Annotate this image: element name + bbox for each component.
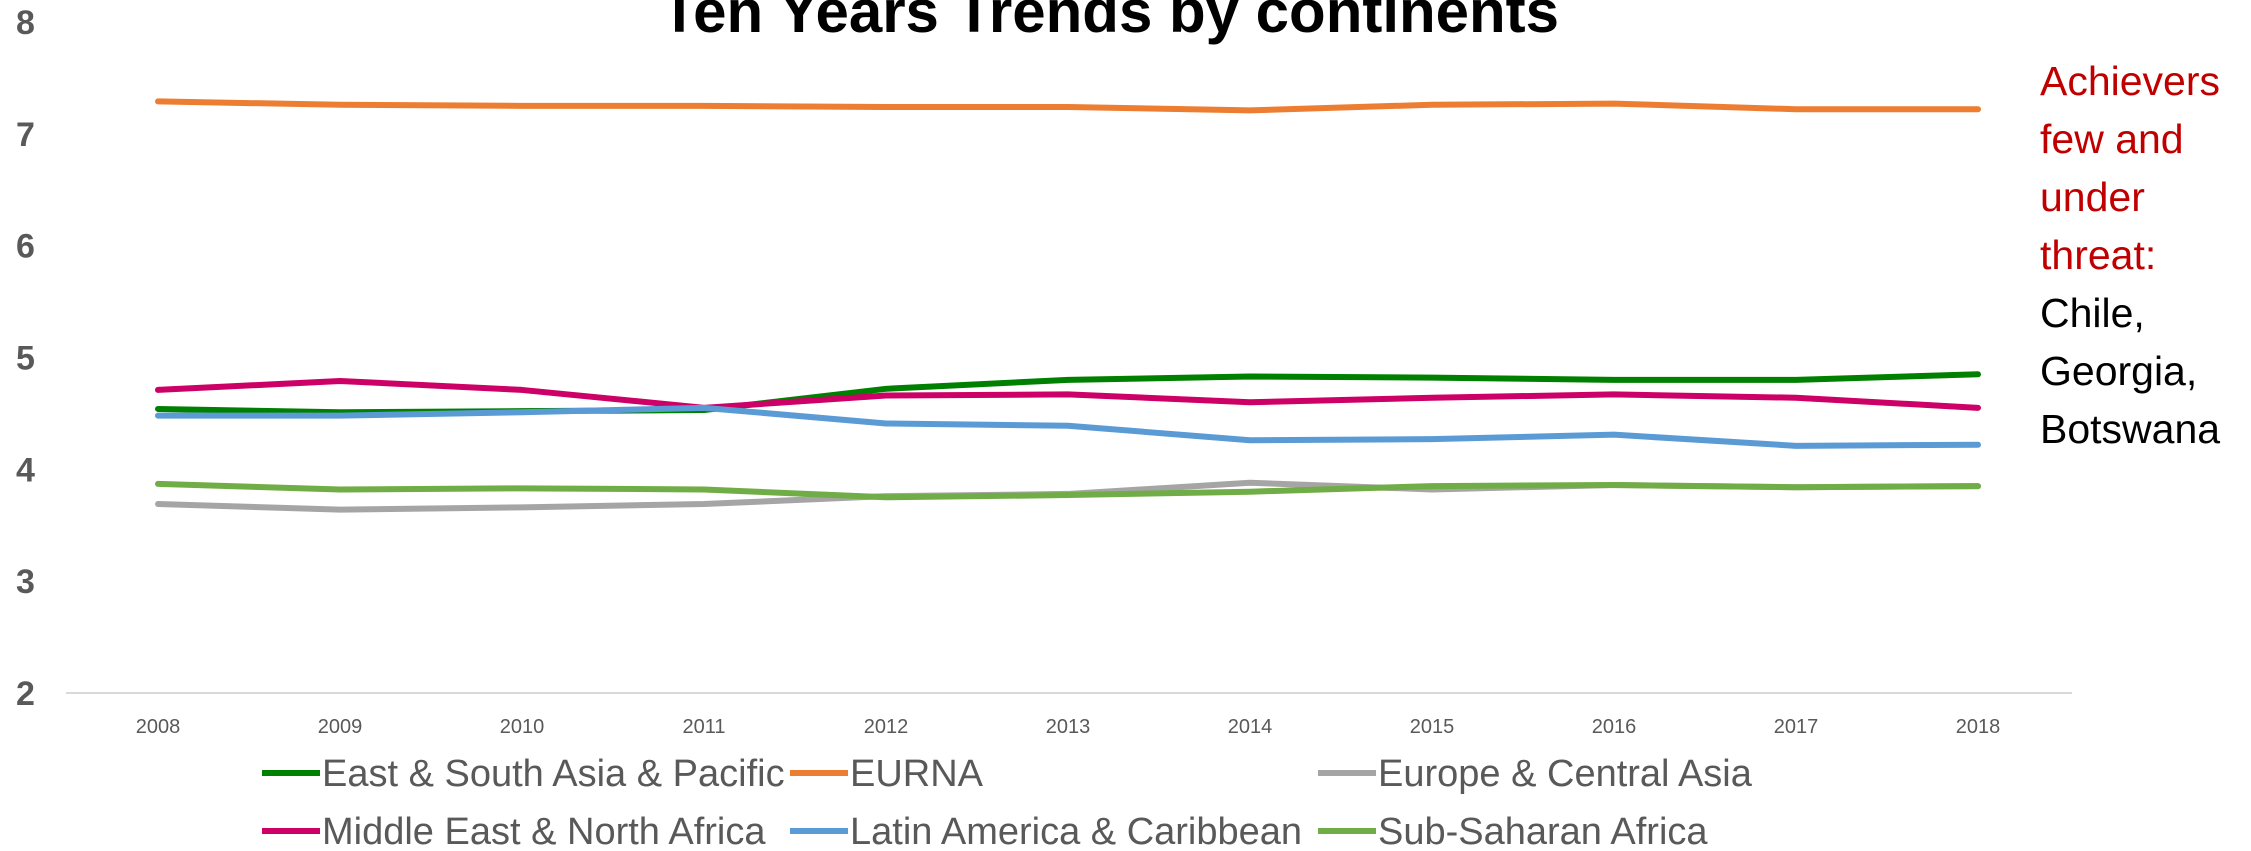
- legend-label: Europe & Central Asia: [1378, 753, 1753, 795]
- x-tick-label: 2013: [1046, 716, 1091, 738]
- series-line: [155, 404, 1981, 449]
- x-tick-label: 2017: [1774, 716, 1819, 738]
- x-tick-label: 2008: [136, 716, 181, 738]
- y-tick-label: 2: [16, 675, 35, 713]
- y-tick-label: 6: [16, 228, 35, 266]
- y-tick-label: 8: [16, 4, 35, 42]
- legend-label: Latin America & Caribbean: [850, 811, 1302, 851]
- y-tick-label: 5: [16, 340, 35, 378]
- x-tick-label: 2015: [1410, 716, 1455, 738]
- annotation-country: Georgia,: [2040, 348, 2198, 394]
- x-tick-label: 2016: [1592, 716, 1637, 738]
- annotation-box: Achievers few and under threat: Chile, G…: [2040, 52, 2250, 458]
- x-tick-label: 2012: [864, 716, 909, 738]
- legend: East & South Asia & Pacific EURNA Europe &…: [262, 753, 1753, 851]
- x-tick-label: 2010: [500, 716, 545, 738]
- series-line: [155, 377, 1981, 411]
- series-line: [155, 98, 1981, 114]
- y-axis: 2 3 4 5 6 7 8: [16, 4, 35, 713]
- x-tick-label: 2011: [682, 716, 725, 738]
- annotation-line: under: [2040, 174, 2145, 220]
- legend-label: Sub-Saharan Africa: [1378, 811, 1708, 851]
- legend-label: East & South Asia & Pacific: [322, 753, 785, 795]
- x-axis: 2008 2009 2010 2011 2012 2013 2014 2015 2016 2017…: [136, 716, 2001, 738]
- annotation-country: Botswana: [2040, 406, 2221, 452]
- y-tick-label: 7: [16, 116, 35, 154]
- annotation-line: threat:: [2040, 232, 2157, 278]
- series-line: [155, 480, 1981, 501]
- x-tick-label: 2014: [1228, 716, 1273, 738]
- x-tick-label: 2009: [318, 716, 363, 738]
- plot-area: [155, 98, 1981, 513]
- annotation-country: Chile,: [2040, 290, 2145, 336]
- y-tick-label: 3: [16, 563, 35, 601]
- x-tick-label: 2018: [1956, 716, 2001, 738]
- chart-title: Ten Years Trends by continents: [661, 0, 1559, 45]
- legend-label: Middle East & North Africa: [322, 811, 766, 851]
- y-tick-label: 4: [16, 451, 35, 489]
- annotation-line: Achievers: [2040, 58, 2221, 104]
- annotation-line: few and: [2040, 116, 2184, 162]
- legend-label: EURNA: [850, 753, 984, 795]
